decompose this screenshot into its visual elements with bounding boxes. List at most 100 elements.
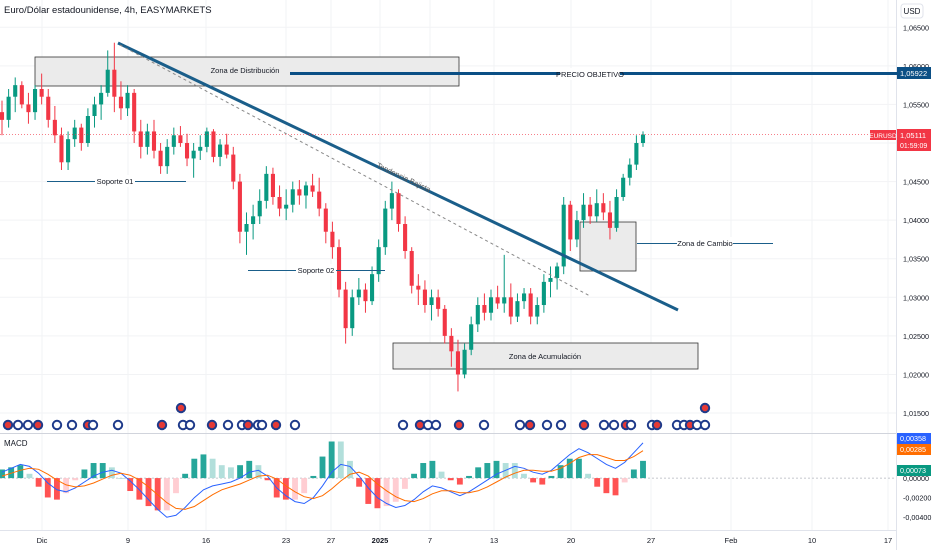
precio-objetivo-label: PRECIO OBJETIVO	[556, 70, 624, 79]
candle-body	[323, 208, 328, 232]
economic-event-icon-inner	[291, 421, 299, 429]
candle-body	[548, 278, 553, 282]
price-axis-tick: 1,04000	[903, 216, 929, 225]
candle-body	[85, 116, 90, 144]
macd-histogram-bar	[585, 473, 591, 479]
economic-event-icon-inner	[416, 421, 424, 429]
macd-histogram-bar	[35, 478, 42, 487]
candle-body	[403, 224, 408, 252]
tendencia-bajista-line[interactable]	[117, 41, 679, 312]
macd-histogram-bar	[438, 471, 445, 479]
macd-histogram-bar	[209, 458, 216, 479]
candle-body	[614, 197, 619, 228]
zona-acumulacion-label: Zona de Acumulación	[509, 352, 581, 361]
macd-axis-tick: -0,00200	[903, 494, 931, 503]
economic-event-icon-inner	[557, 421, 565, 429]
candle-body	[138, 131, 143, 147]
candle-body	[290, 189, 295, 205]
time-axis-tick: 27	[647, 536, 655, 545]
candle-body	[59, 135, 64, 163]
currency-button[interactable]: USD	[904, 7, 921, 16]
macd-histogram-bar	[182, 473, 189, 479]
candle-body	[251, 216, 256, 225]
candle-body	[422, 289, 427, 306]
economic-event-icon-inner	[424, 421, 432, 429]
candle-body	[449, 335, 454, 352]
economic-event-icon-inner	[673, 421, 681, 429]
price-axis-tick: 1,06500	[903, 23, 929, 32]
macd-histogram-bar	[328, 441, 335, 479]
dashed-trend-line[interactable]	[119, 44, 591, 297]
macd-pane	[0, 441, 896, 518]
candle-body	[237, 181, 242, 232]
macd-histogram-bar	[255, 465, 262, 479]
time-axis-tick: 27	[327, 536, 335, 545]
candle-body	[574, 220, 579, 240]
macd-histogram-bar	[365, 478, 372, 504]
economic-event-icon-inner	[89, 421, 97, 429]
macd-value-tag-bg	[897, 433, 931, 444]
zona-cambio-label: Zona de Cambio	[677, 239, 732, 248]
candle-body	[462, 349, 467, 375]
macd-histogram-bar	[118, 478, 124, 479]
macd-histogram-bar	[401, 478, 408, 489]
economic-events-row[interactable]	[2, 402, 711, 431]
economic-event-icon-inner	[627, 421, 635, 429]
macd-histogram-bar	[603, 478, 610, 494]
economic-event-icon-inner	[610, 421, 618, 429]
time-axis-tick: 13	[490, 536, 498, 545]
candle-body	[198, 146, 203, 151]
candle-body	[508, 297, 513, 317]
zona-acumulacion-box[interactable]	[392, 342, 699, 370]
price-axis-tick: 1,05500	[903, 100, 929, 109]
economic-event-icon-inner	[653, 421, 661, 429]
macd-histogram-bar	[246, 460, 253, 479]
price-tag-value: 1,05111	[900, 131, 926, 140]
macd-axis[interactable]: 0,00000 -0,00200 -0,00400	[903, 474, 931, 522]
macd-histogram-bar	[484, 463, 491, 479]
candle-body	[92, 104, 97, 117]
economic-event-icon-inner	[186, 421, 194, 429]
time-axis-tick: 2025	[372, 536, 389, 545]
zona-cambio-bg	[677, 237, 733, 249]
candle-body	[52, 119, 57, 136]
candle-body	[231, 154, 236, 182]
macd-histogram-bar	[475, 467, 482, 479]
eurusd-price-tag: EURUSD 1,05111 01:59:09	[869, 129, 931, 151]
macd-histogram-bar	[0, 469, 5, 479]
soporte-01-bg	[95, 175, 135, 187]
candle-body	[383, 208, 388, 248]
macd-value-tag-bg	[897, 465, 931, 476]
time-axis-tick: 17	[884, 536, 892, 545]
candle-body	[19, 85, 24, 105]
macd-value-tag: 0,00358	[900, 434, 926, 443]
zona-cambio-box[interactable]	[579, 221, 637, 272]
zona-distribucion-box[interactable]	[34, 56, 460, 87]
economic-event-icon-inner	[14, 421, 22, 429]
time-axis[interactable]: Dic 9 16 23 27 2025 7 13 20 27 Feb 10 17	[37, 536, 893, 545]
macd-histogram-bar	[54, 478, 60, 500]
price-axis[interactable]: 1,065001,060001,055001,050001,045001,040…	[903, 23, 929, 418]
economic-event-icon-inner	[224, 421, 232, 429]
macd-title: MACD	[4, 439, 28, 448]
currency-button-bg[interactable]	[900, 3, 924, 19]
macd-line[interactable]	[1, 442, 644, 518]
target-price-tag: 1,05922	[897, 67, 931, 79]
candle-body	[224, 144, 229, 155]
macd-histogram-bar	[292, 478, 298, 500]
candle-body	[277, 197, 282, 209]
signal-line[interactable]	[1, 450, 644, 510]
candle-body	[389, 193, 394, 209]
candle-body	[396, 193, 401, 225]
economic-event-icon-inner	[543, 421, 551, 429]
candle-body	[184, 143, 190, 159]
candle-body	[125, 92, 130, 109]
economic-event-icon-inner	[158, 421, 166, 429]
candle-body	[409, 251, 414, 286]
economic-event-icon-inner	[600, 421, 608, 429]
candle-body	[522, 293, 527, 302]
macd-histogram-bar	[621, 478, 628, 483]
candle-body	[99, 92, 104, 105]
